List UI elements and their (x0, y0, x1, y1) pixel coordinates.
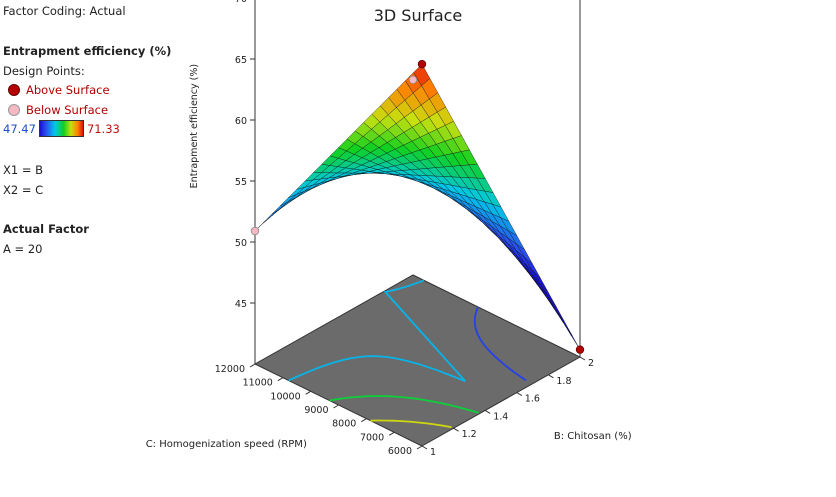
actual-factor-value: A = 20 (3, 242, 43, 256)
c-tick-label: 7000 (360, 432, 384, 443)
surface-cell (531, 270, 549, 293)
legend-above-surface: Above Surface (8, 83, 110, 97)
surface-cell (279, 194, 297, 207)
surface-cell (263, 208, 280, 223)
design-point-below-3 (408, 75, 418, 84)
actual-factor-title: Actual Factor (3, 222, 89, 236)
colorbar: 47.47 71.33 (3, 120, 120, 137)
b-tick-mark (421, 445, 428, 450)
floor-polygon (253, 274, 582, 447)
c-tick-mark (388, 431, 395, 436)
response-surface (254, 63, 581, 350)
chart-title: 3D Surface (373, 6, 463, 25)
b-tick-mark (579, 356, 586, 361)
z-tick-label: 55 (235, 177, 247, 188)
factor-coding-label: Factor Coding: Actual (3, 4, 126, 18)
b-tick-label: 1 (430, 447, 436, 458)
c-tick-mark (416, 445, 423, 450)
surface-cell (539, 283, 557, 307)
c-tick-mark (305, 390, 311, 395)
design-point-above-1 (575, 345, 585, 354)
b-tick-label: 1.2 (462, 429, 477, 440)
response-title: Entrapment efficiency (%) (3, 44, 172, 58)
b-tick-mark (548, 374, 554, 379)
surface-cell (555, 309, 573, 336)
surface-cell (271, 201, 289, 215)
z-tick-label: 65 (235, 55, 247, 66)
c-tick-mark (277, 377, 284, 382)
colorbar-max: 71.33 (86, 121, 120, 136)
z-axis-label: Entrapment efficiency (%) (189, 64, 200, 188)
c-tick-label: 9000 (304, 405, 328, 416)
c-tick-label: 8000 (332, 419, 356, 430)
c-tick-mark (361, 418, 367, 423)
b-tick-mark (453, 427, 459, 432)
below-surface-label: Below Surface (26, 103, 109, 117)
surface-cell (539, 286, 557, 310)
x1-label: X1 = B (3, 163, 44, 177)
design-points (250, 59, 585, 354)
axes: 45505560657075Entrapment efficiency (%)6… (146, 0, 632, 458)
above-surface-label: Above Surface (26, 83, 110, 97)
contour-line-65 (370, 419, 452, 429)
below-surface-dot-icon (8, 104, 20, 116)
z-tick-label: 70 (235, 0, 247, 5)
c-tick-mark (333, 404, 339, 409)
b-tick-mark (516, 392, 523, 397)
x2-label: X2 = C (3, 183, 44, 197)
z-tick-label: 60 (235, 116, 247, 127)
design-point-below-2 (250, 226, 260, 236)
surface-cell (413, 63, 431, 87)
bounding-box (254, 0, 581, 364)
c-tick-label: 6000 (388, 446, 412, 457)
c-axis-label: C: Homogenization speed (RPM) (146, 439, 307, 450)
contour-line-55 (288, 279, 466, 382)
contour-line-50 (473, 306, 527, 382)
c-tick-label: 11000 (243, 378, 273, 389)
b-tick-label: 1.4 (493, 411, 508, 422)
legend-below-surface: Below Surface (8, 103, 108, 117)
above-surface-dot-icon (8, 84, 20, 96)
b-tick-label: 1.6 (525, 394, 540, 405)
b-tick-label: 2 (588, 358, 594, 369)
floor-plane (253, 274, 582, 447)
design-points-label: Design Points: (3, 64, 85, 78)
c-tick-mark (249, 363, 256, 368)
c-tick-label: 10000 (270, 391, 300, 402)
b-axis-label: B: Chitosan (%) (554, 431, 632, 442)
z-tick-label: 45 (235, 299, 247, 310)
colorbar-min: 47.47 (3, 121, 36, 136)
contour-line-60 (329, 395, 480, 414)
b-tick-mark (484, 409, 491, 414)
b-tick-label: 1.8 (556, 376, 571, 387)
surface-cell (547, 296, 565, 322)
design-point-above-0 (417, 59, 427, 69)
z-tick-label: 50 (235, 238, 247, 249)
floor-contours (288, 279, 527, 429)
c-tick-label: 12000 (215, 364, 245, 375)
colorbar-gradient (38, 120, 84, 137)
